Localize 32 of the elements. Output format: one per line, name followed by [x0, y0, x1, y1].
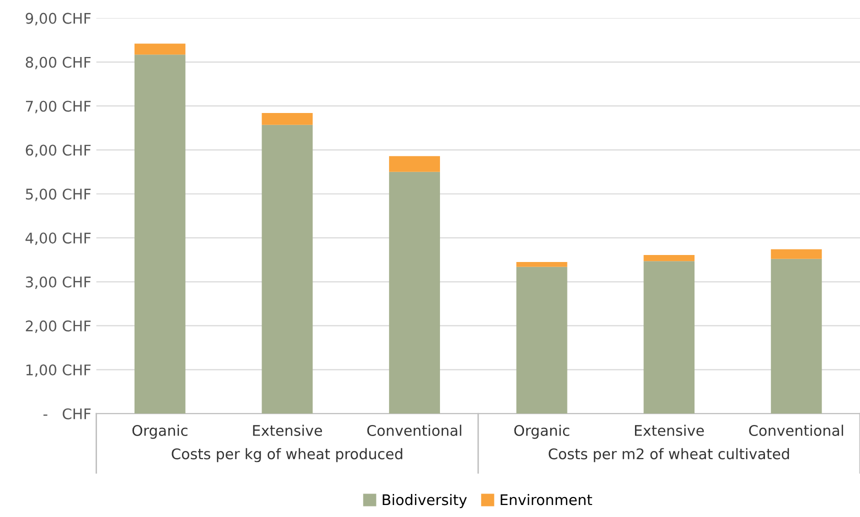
bar [262, 113, 313, 125]
y-tick-label: 6,00 CHF [26, 144, 91, 158]
x-tick-label: Organic [132, 424, 188, 439]
legend-label: Biodiversity [382, 494, 467, 508]
x-tick-label: Organic [514, 424, 570, 439]
bar [644, 261, 695, 414]
text: Costs per kg of wheat produced [172, 448, 402, 462]
y-tick-label: 1,00 CHF [26, 364, 91, 377]
y-tick-label: 2,00 CHF [26, 320, 91, 333]
bar [516, 266, 568, 414]
y-tick-label: 4,00 CHF [26, 232, 91, 246]
x-tick-label: Extensive [634, 424, 704, 436]
bar [644, 254, 695, 262]
y-tick-label: - CHF [43, 408, 91, 420]
x-tick-label: Conventional [749, 424, 844, 436]
bar [134, 54, 186, 414]
y-tick-label: 9,00 CHF [26, 12, 91, 26]
y-tick-label: 8,00 CHF [26, 56, 91, 70]
x-tick-label: Conventional [367, 424, 462, 436]
bar [389, 156, 440, 172]
bar [516, 262, 568, 267]
bar [770, 258, 822, 414]
bar [134, 44, 186, 55]
y-tick-label: 7,00 CHF [26, 100, 91, 114]
legend-label: Environment [500, 494, 592, 506]
y-tick-label: 5,00 CHF [26, 188, 91, 202]
bar [262, 124, 313, 414]
bar [770, 249, 822, 259]
x-tick-label: Extensive [253, 424, 322, 436]
y-tick-label: 3,00 CHF [26, 276, 91, 289]
bar [389, 172, 440, 414]
text: Costs per m2 of wheat cultivated [548, 448, 789, 462]
